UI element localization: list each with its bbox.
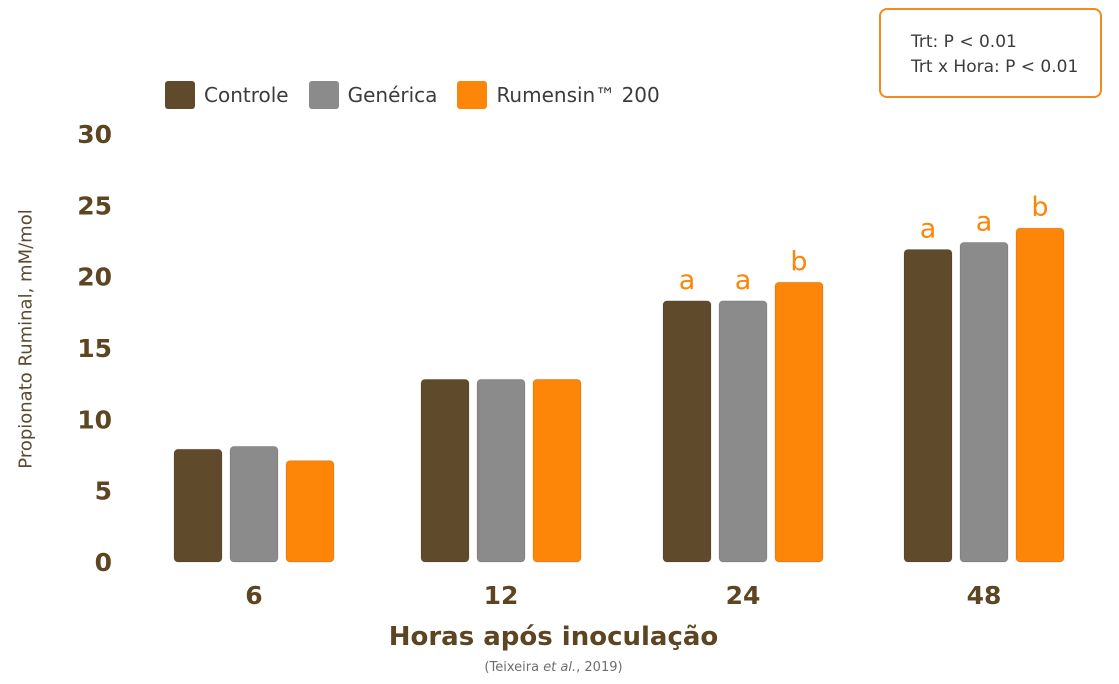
x-tick-label: 24 [726,581,761,610]
y-tick-label: 10 [77,405,112,434]
significance-letter: a [735,265,752,296]
legend-label-controle: Controle [204,83,289,107]
significance-letter: a [920,213,937,244]
y-axis-label: Propionato Ruminal, mM/mol [15,209,37,469]
bar [774,281,824,563]
legend-item-controle: Controle [165,81,289,109]
legend-swatch-generica [308,81,339,109]
legend-label-rumensin: Rumensin™ 200 [496,83,660,107]
legend-item-generica: Genérica [308,81,438,109]
bar [959,241,1009,563]
bar [229,445,279,563]
significance-letter: b [1031,192,1048,223]
citation-em: et al. [543,660,577,675]
x-axis-label: Horas após inoculação [388,622,719,652]
significance-letter: a [679,265,696,296]
legend-item-rumensin: Rumensin™ 200 [457,81,660,109]
significance-letter: b [790,246,807,277]
stats-interaction: Trt x Hora: P < 0.01 [911,57,1079,77]
citation-post: , 2019) [576,660,623,675]
stats-box: Trt: P < 0.01 Trt x Hora: P < 0.01 [879,8,1102,98]
bar [476,378,526,563]
legend: Controle Genérica Rumensin™ 200 [165,80,680,110]
bar [662,300,712,563]
bar [903,248,953,563]
y-tick-label: 15 [77,334,112,363]
bar [1015,227,1065,563]
bar [420,378,470,563]
y-tick-label: 25 [77,191,112,220]
bar [718,300,768,563]
y-tick-label: 20 [77,263,112,292]
y-tick-label: 0 [95,548,112,577]
legend-label-generica: Genérica [347,83,438,107]
x-tick-label: 12 [484,581,519,610]
legend-swatch-controle [165,81,195,109]
bar [173,448,223,563]
x-tick-label: 6 [245,581,262,610]
y-tick-label: 30 [77,120,112,149]
legend-swatch-rumensin [457,81,488,109]
citation-pre: (Teixeira [484,660,544,675]
stats-treatment: Trt: P < 0.01 [911,32,1017,52]
bar [285,460,335,563]
bar [532,378,582,563]
citation: (Teixeira et al., 2019) [0,660,1107,675]
y-tick-label: 5 [95,477,112,506]
x-tick-label: 48 [967,581,1002,610]
significance-letter: a [976,206,993,237]
